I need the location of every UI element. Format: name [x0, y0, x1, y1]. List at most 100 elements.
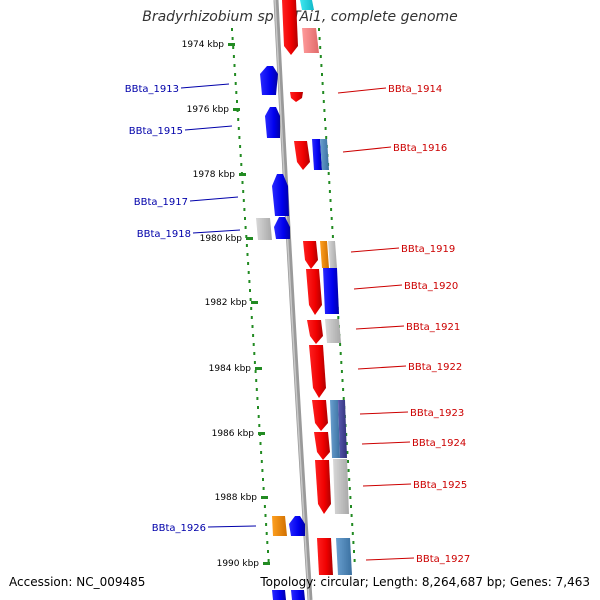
gene-feature: [272, 590, 286, 600]
strand-dot: [247, 271, 250, 274]
genome-backbone-highlight: [274, 0, 310, 600]
strand-dot: [262, 478, 264, 481]
strand-dot: [243, 208, 246, 211]
strand-dot: [352, 541, 355, 544]
tick-label: 1980 kbp: [200, 234, 243, 244]
gene-feature-bbta-1926: [272, 516, 287, 536]
strand-dot: [258, 424, 261, 427]
gene-label-right[interactable]: BBta_1916: [393, 143, 447, 154]
gene-label-right[interactable]: BBta_1927: [416, 554, 470, 565]
strand-dot: [244, 217, 246, 220]
strand-dot: [263, 505, 266, 508]
gene-feature-bbta-1918: [256, 218, 272, 240]
strand-dot: [231, 28, 233, 31]
gene-label-right[interactable]: BBta_1924: [412, 438, 466, 449]
strand-dot: [256, 397, 259, 400]
strand-dots: [231, 28, 356, 562]
gene-feature: [282, 0, 298, 55]
gene-feature-bbta-1920: [306, 269, 322, 315]
strand-dot: [325, 136, 328, 139]
strand-dot: [341, 379, 344, 382]
gene-label-right[interactable]: BBta_1914: [388, 84, 442, 95]
strand-dot: [323, 109, 326, 112]
gene-leader-line: [180, 83, 230, 89]
strand-dot: [255, 379, 258, 382]
gene-feature-bbta-1925: [315, 460, 331, 514]
gene-label-right[interactable]: BBta_1919: [401, 244, 455, 255]
gene-label-right[interactable]: BBta_1925: [413, 480, 467, 491]
accession-text: Accession: NC_009485: [9, 575, 146, 589]
gene-feature-bbta-1924: [314, 432, 330, 460]
strand-dot: [348, 478, 351, 481]
gene-label-left[interactable]: BBta_1926: [152, 523, 206, 534]
strand-dot: [322, 100, 325, 103]
strand-dot: [330, 208, 333, 211]
strand-dot: [346, 451, 349, 454]
tick-label: 1978 kbp: [193, 170, 236, 180]
strand-dot: [252, 334, 255, 337]
strand-dot: [255, 388, 258, 391]
gene-feature-bbta-1914: [290, 92, 303, 102]
map-title: Bradyrhizobium sp. BTAi1, complete genom…: [142, 9, 458, 25]
gene-leader-line: [184, 125, 233, 131]
gene-label-left[interactable]: BBta_1913: [125, 84, 179, 95]
strand-dot: [318, 28, 320, 31]
tick-mark: [246, 237, 253, 240]
gene-label-right[interactable]: BBta_1922: [408, 362, 462, 373]
strand-dot: [261, 469, 264, 472]
tick-mark: [228, 43, 235, 46]
strand-dot: [232, 46, 235, 49]
strand-dot: [353, 559, 356, 562]
strand-dot: [267, 559, 270, 562]
gene-leader-line: [355, 325, 405, 330]
gene-features: [256, 0, 352, 600]
strand-dot: [251, 325, 254, 328]
strand-dot: [351, 532, 354, 535]
strand-dot: [330, 217, 333, 220]
genome-backbone: [273, 0, 313, 600]
strand-dot: [349, 496, 352, 499]
strand-dot: [347, 460, 349, 463]
gene-feature: [336, 538, 352, 575]
gene-feature-bbta-1919: [303, 241, 318, 269]
gene-feature: [328, 241, 337, 268]
strand-dot: [324, 127, 327, 130]
gene-label-right[interactable]: BBta_1920: [404, 281, 458, 292]
strand-dot: [342, 397, 345, 400]
gene-label-left[interactable]: BBta_1915: [129, 126, 183, 137]
strand-dot: [319, 46, 322, 49]
left-gene-labels: BBta_1913 BBta_1915 BBta_1917 BBta_1918 BBta…: [125, 83, 257, 534]
gene-feature: [333, 459, 349, 514]
strand-dot: [257, 415, 260, 418]
tick-mark: [251, 301, 258, 304]
strand-dot: [234, 82, 237, 85]
gene-feature: [323, 268, 339, 314]
strand-dot: [246, 253, 249, 256]
strand-dot: [327, 172, 330, 175]
gene-label-right[interactable]: BBta_1923: [410, 408, 464, 419]
gene-label-left[interactable]: BBta_1918: [137, 229, 191, 240]
strand-dot: [260, 460, 263, 463]
gene-feature-bbta-1923: [312, 400, 328, 431]
strand-dot: [329, 199, 332, 202]
strand-dot: [242, 199, 245, 202]
gene-label-left[interactable]: BBta_1917: [134, 197, 188, 208]
strand-dot: [324, 118, 326, 121]
strand-dot: [236, 100, 238, 103]
gene-feature: [320, 241, 329, 268]
tick-mark: [233, 108, 240, 111]
gene-label-right[interactable]: BBta_1921: [406, 322, 460, 333]
strand-dot: [353, 550, 355, 553]
strand-dot: [241, 181, 244, 184]
strand-dot: [233, 64, 236, 67]
topology-text: Topology: circular; Length: 8,264,687 bp…: [260, 575, 590, 589]
strand-dot: [320, 64, 323, 67]
gene-leader-line: [361, 441, 411, 445]
strand-dot: [340, 361, 343, 364]
tick-label: 1990 kbp: [217, 559, 260, 569]
gene-feature-bbta-1917: [272, 174, 289, 216]
strand-dot: [339, 352, 342, 355]
gene-feature: [320, 139, 329, 170]
strand-dot: [267, 550, 269, 553]
